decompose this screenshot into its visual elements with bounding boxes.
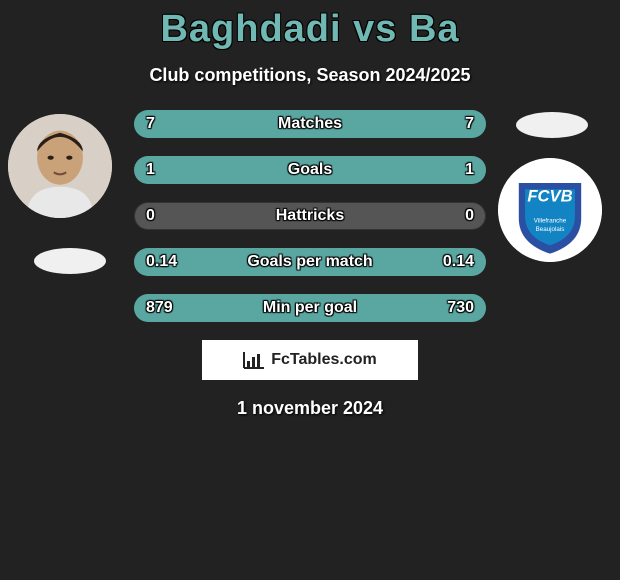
svg-text:Beaujolais: Beaujolais [536, 226, 565, 233]
stat-rows: 7Matches7 1Goals1 0Hattricks0 0.14Goals per… [134, 110, 486, 322]
player-left-flag [34, 248, 106, 274]
stat-value-right: 1 [465, 156, 474, 184]
stat-label: Matches [134, 110, 486, 138]
subtitle: Club competitions, Season 2024/2025 [0, 65, 620, 86]
stat-row: 879Min per goal730 [134, 294, 486, 322]
page-title: Baghdadi vs Ba [0, 0, 620, 51]
stat-value-right: 7 [465, 110, 474, 138]
svg-text:Villefranche: Villefranche [534, 217, 567, 224]
stat-label: Goals per match [134, 248, 486, 276]
stat-row: 1Goals1 [134, 156, 486, 184]
player-left-avatar [8, 114, 112, 218]
brand-text: FcTables.com [271, 351, 377, 369]
club-badge-text: FCVB [527, 187, 572, 206]
stat-label: Min per goal [134, 294, 486, 322]
stat-row: 0Hattricks0 [134, 202, 486, 230]
stat-value-right: 730 [447, 294, 474, 322]
player-right-flag [516, 112, 588, 138]
stat-value-right: 0 [465, 202, 474, 230]
stat-row: 0.14Goals per match0.14 [134, 248, 486, 276]
stat-label: Goals [134, 156, 486, 184]
chart-icon [243, 351, 265, 369]
date-text: 1 november 2024 [0, 398, 620, 419]
stat-row: 7Matches7 [134, 110, 486, 138]
stat-value-right: 0.14 [443, 248, 474, 276]
brand-watermark: FcTables.com [202, 340, 418, 380]
player-right-club-badge: FCVB Villefranche Beaujolais [498, 158, 602, 262]
comparison-block: FCVB Villefranche Beaujolais 7Matches71G… [0, 110, 620, 322]
stat-label: Hattricks [134, 202, 486, 230]
